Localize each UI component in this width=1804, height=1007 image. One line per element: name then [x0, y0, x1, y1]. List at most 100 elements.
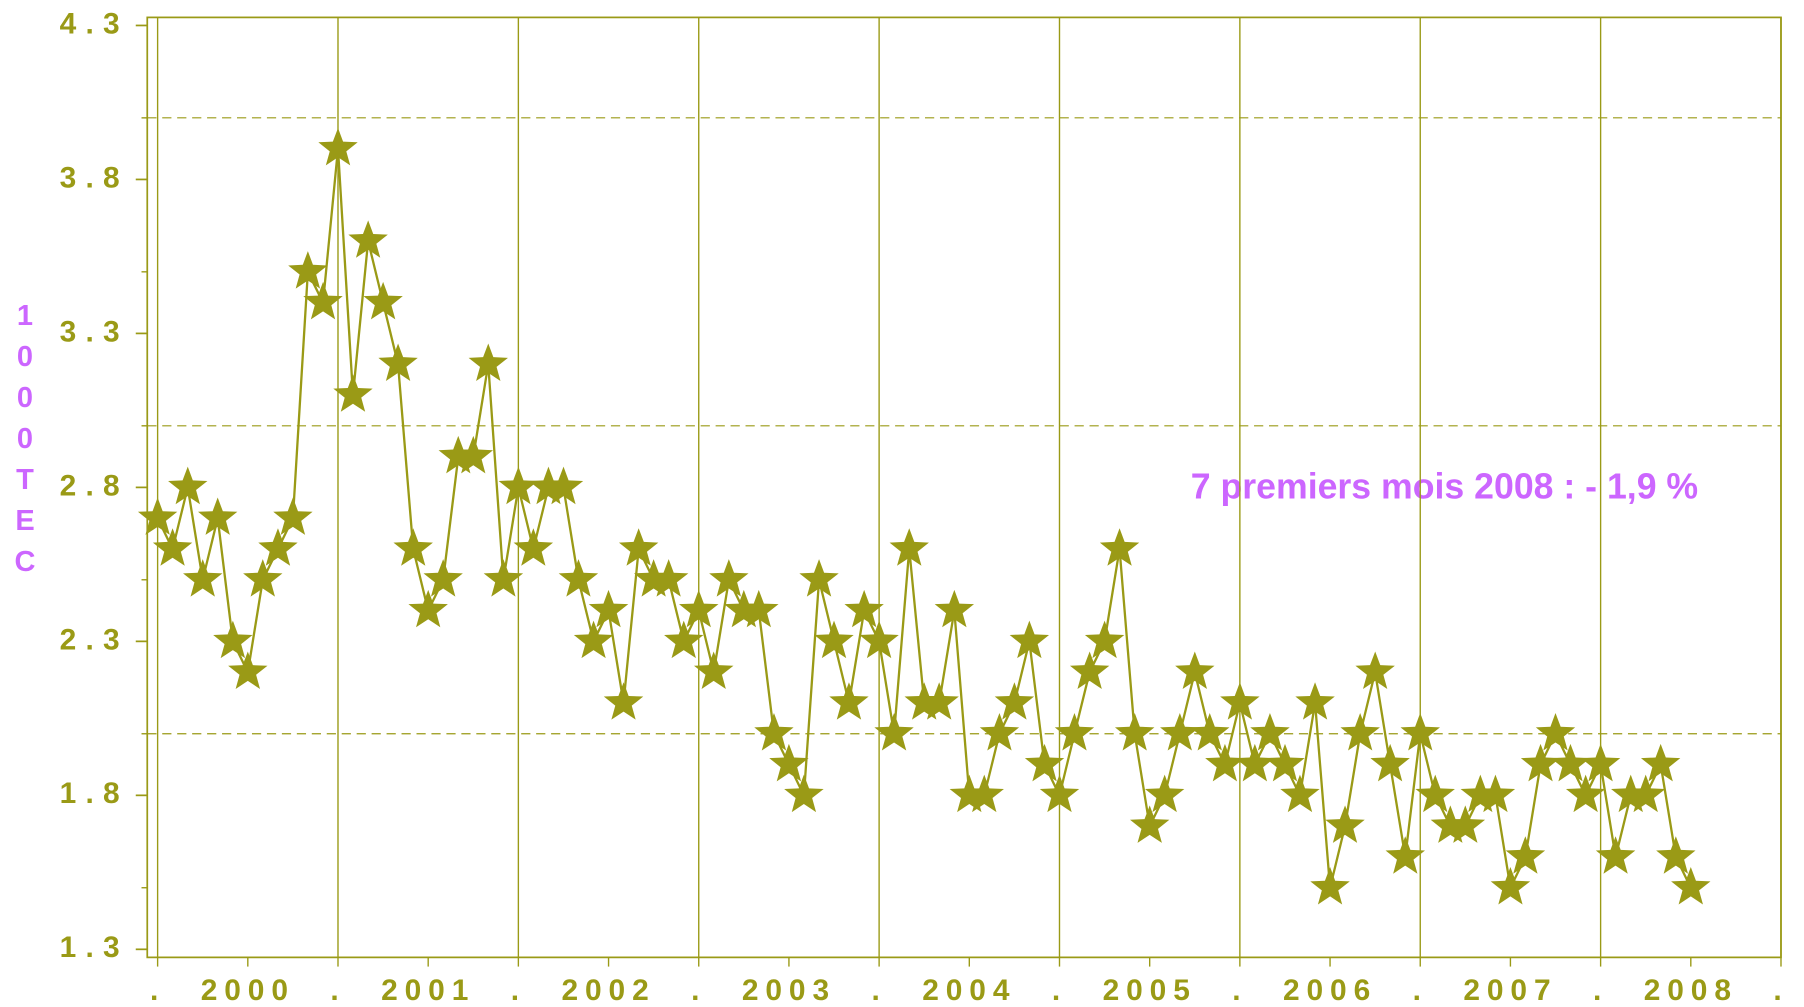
star-marker [1340, 713, 1380, 751]
star-marker [1024, 743, 1065, 782]
x-tick-label: 2004 [922, 974, 1016, 1007]
star-marker [543, 466, 584, 505]
y-tick-label: 2.8 [60, 469, 129, 502]
star-marker [904, 682, 944, 720]
star-marker [1355, 651, 1395, 689]
star-marker [378, 343, 418, 381]
star-marker [468, 343, 508, 381]
star-marker [919, 682, 959, 720]
y-tick-label: 4.3 [60, 7, 129, 40]
star-marker [648, 559, 689, 597]
star-marker [664, 620, 704, 659]
star-marker [1265, 743, 1305, 782]
star-marker [603, 682, 644, 720]
x-tick-label: . [1052, 974, 1067, 1007]
star-marker [739, 589, 779, 628]
star-marker [1535, 713, 1576, 751]
x-tick-label: 2007 [1463, 974, 1557, 1007]
star-marker [513, 528, 554, 566]
star-marker [1671, 867, 1711, 905]
star-marker [799, 559, 839, 597]
star-marker [228, 651, 268, 689]
x-tick-label: . [1773, 974, 1788, 1007]
x-tick-label: 2006 [1283, 974, 1377, 1007]
star-marker [1370, 743, 1410, 782]
x-tick-label: 2005 [1103, 974, 1197, 1007]
star-marker [1250, 713, 1290, 751]
star-marker [453, 435, 493, 474]
star-marker [1069, 651, 1110, 689]
star-marker [1144, 774, 1185, 813]
y-tick-label: 2.3 [60, 623, 129, 656]
star-marker [137, 497, 178, 535]
star-marker [333, 374, 373, 412]
star-marker [1009, 620, 1050, 659]
star-marker [152, 528, 193, 566]
star-marker [1205, 743, 1245, 782]
y-tick-label: 3.3 [60, 315, 129, 348]
star-marker [1460, 774, 1501, 813]
star-marker [423, 559, 463, 597]
star-marker [1084, 620, 1125, 659]
star-marker [1445, 805, 1486, 843]
star-marker [303, 281, 343, 320]
star-marker [1295, 682, 1335, 720]
star-marker [1310, 867, 1350, 905]
x-tick-label: . [511, 974, 526, 1007]
star-marker [1490, 867, 1531, 905]
star-marker [318, 127, 358, 166]
annotation: 7 premiers mois 2008 : - 1,9 % [1191, 467, 1698, 507]
star-marker [859, 620, 899, 659]
x-tick-label: . [330, 974, 345, 1007]
star-marker [889, 528, 929, 566]
y-tick-label: 1.3 [60, 931, 129, 964]
star-marker [408, 589, 448, 628]
star-marker [769, 743, 809, 782]
star-marker [679, 589, 719, 628]
star-marker [1039, 774, 1080, 813]
star-marker [1190, 713, 1230, 751]
star-marker [363, 281, 403, 320]
star-marker [1160, 713, 1200, 751]
star-marker [949, 774, 989, 813]
star-marker [1280, 774, 1320, 813]
star-marker [393, 528, 433, 566]
star-marker [1595, 836, 1636, 874]
star-marker [1175, 651, 1215, 689]
star-marker [1400, 713, 1440, 751]
x-tick-label: . [150, 974, 165, 1007]
x-tick-label: 2002 [561, 974, 655, 1007]
star-marker [498, 466, 539, 505]
star-marker [273, 497, 313, 535]
x-tick-label: 2001 [381, 974, 475, 1007]
star-marker [1565, 774, 1606, 813]
star-marker [243, 559, 283, 597]
x-tick-label: . [1413, 974, 1428, 1007]
star-marker [1475, 774, 1516, 813]
star-marker [964, 774, 1004, 813]
star-marker [1580, 743, 1621, 782]
x-tick-label: 2000 [201, 974, 295, 1007]
star-marker [874, 713, 914, 751]
star-marker [1520, 743, 1561, 782]
star-marker [483, 559, 524, 597]
star-marker [618, 528, 659, 566]
star-marker [1415, 774, 1455, 813]
x-tick-label: 2003 [742, 974, 836, 1007]
star-marker [168, 466, 208, 505]
star-marker [1385, 836, 1426, 874]
star-marker [558, 559, 599, 597]
y-axis-label: 1000 TEC [14, 300, 36, 578]
star-marker [633, 559, 674, 597]
star-marker [573, 620, 614, 659]
x-tick-label: . [1232, 974, 1247, 1007]
y-tick-label: 1.8 [60, 777, 129, 810]
star-marker [1235, 743, 1275, 782]
star-marker [438, 435, 479, 474]
star-marker [1626, 774, 1666, 813]
star-marker [213, 620, 253, 659]
star-marker [814, 620, 854, 659]
star-marker [1114, 713, 1155, 751]
